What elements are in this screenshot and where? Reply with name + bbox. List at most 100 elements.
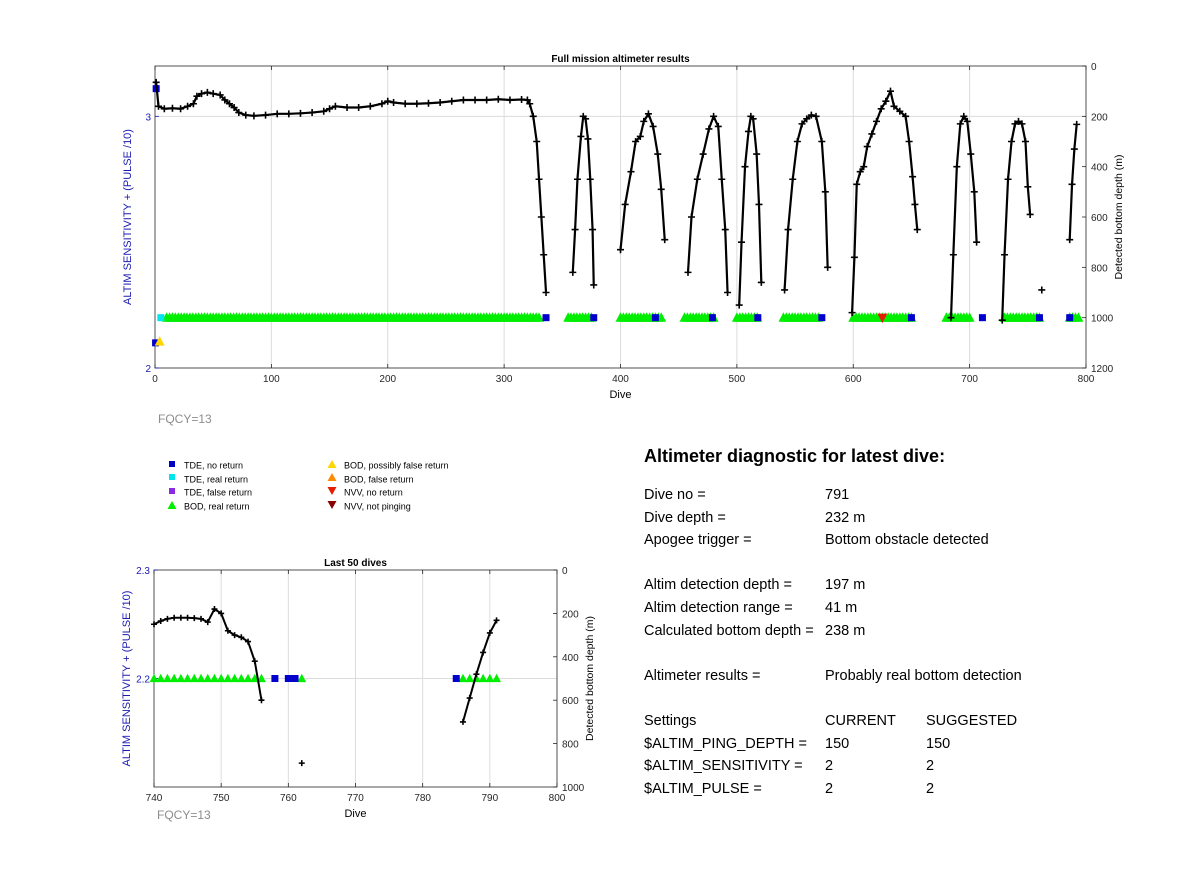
bottom-depth-point <box>177 614 184 621</box>
bottom-depth-point <box>523 96 531 104</box>
bottom-depth-point <box>493 617 500 624</box>
tde-no-return-marker <box>907 314 915 322</box>
legend-item: TDE, false return <box>160 485 252 499</box>
y-right-tick-label: 600 <box>1091 213 1108 224</box>
diagnostic-title: Altimeter diagnostic for latest dive: <box>644 446 946 466</box>
bottom-depth-point <box>526 100 534 108</box>
bottom-depth-point <box>684 268 692 276</box>
legend-swatch-shape <box>327 500 337 509</box>
bottom-depth-point <box>1070 145 1078 153</box>
bottom-depth-point <box>807 111 815 119</box>
bottom-depth-point <box>494 95 502 103</box>
bottom-depth-point <box>245 638 252 645</box>
bottom-depth-point <box>632 138 640 145</box>
bod-real-return-marker <box>534 312 544 322</box>
apogee-trigger-row: Apogee trigger = Bottom obstacle detecte… <box>644 529 1064 552</box>
bottom-depth-point <box>718 175 726 183</box>
legend-label: TDE, no return <box>184 460 244 471</box>
bottom-depth-point <box>224 627 231 634</box>
bottom-depth-point <box>258 697 265 704</box>
bottom-depth-point <box>882 97 890 105</box>
bottom-depth-point <box>749 115 757 123</box>
last-50-dives-chart: 740 750 760 770 780 790 800 2.2 2.3 0 200 400 600 800… <box>121 558 596 820</box>
bottom-depth-point <box>617 246 624 254</box>
bod-real-return-marker <box>458 673 468 683</box>
bottom-depth-point <box>262 111 270 119</box>
bottom-depth-point <box>868 130 876 138</box>
bottom-depth-point <box>191 615 198 622</box>
x-tick-label: 400 <box>612 374 629 385</box>
setting-name: $ALTIM_SENSITIVITY = <box>644 758 803 775</box>
square-marker-icon <box>160 459 184 473</box>
bottom-depth-point <box>193 92 201 100</box>
legend-swatch <box>167 500 177 509</box>
bottom-depth-point <box>221 96 229 104</box>
bottom-depth-point <box>198 90 206 98</box>
bottom-depth-point <box>1024 183 1032 191</box>
bottom-depth-point <box>1026 210 1034 218</box>
bottom-depth-point <box>154 102 162 110</box>
bottom-depth-line <box>686 115 729 293</box>
bottom-depth-point <box>573 175 581 183</box>
bod-real-return-marker <box>216 673 226 683</box>
altim-detection-depth-value: 197 m <box>825 577 866 594</box>
bottom-depth-point <box>873 117 881 125</box>
dive-depth-value: 232 m <box>825 509 866 526</box>
bottom-depth-point <box>853 180 861 188</box>
legend-swatch <box>169 488 175 495</box>
tde-no-return-marker <box>271 675 279 682</box>
bottom-depth-point <box>459 718 466 725</box>
bottom-depth-point <box>216 91 224 99</box>
bottom-depth-point <box>211 606 218 613</box>
bottom-depth-line <box>619 112 666 250</box>
bottom-depth-point <box>164 615 171 622</box>
x-tick-label: 770 <box>347 793 364 804</box>
bottom-depth-point <box>355 104 363 112</box>
legend-swatch-shape <box>327 473 337 482</box>
bottom-depth-point <box>913 226 921 234</box>
calculated-bottom-depth-row: Calculated bottom depth = 238 m <box>644 620 1064 643</box>
bottom-depth-point <box>649 122 657 130</box>
square-marker-icon <box>160 472 184 486</box>
bottom-depth-point <box>177 105 185 113</box>
setting-row-ping-depth: $ALTIM_PING_DEPTH = 150 150 <box>644 733 1064 756</box>
bottom-depth-point <box>905 138 913 145</box>
legend-label: NVV, no return <box>344 488 403 499</box>
calculated-bottom-depth-value: 238 m <box>825 622 866 639</box>
bottom-depth-point <box>654 150 662 158</box>
bod-real-return-marker <box>485 673 495 683</box>
bottom-depth-point <box>755 200 763 208</box>
bottom-depth-point <box>582 115 590 123</box>
bottom-depth-point <box>793 138 801 145</box>
y-right-axis-label: Detected bottom depth (m) <box>1113 155 1125 280</box>
bottom-depth-point <box>621 200 629 208</box>
bottom-depth-point <box>285 110 293 118</box>
bottom-depth-point <box>542 289 550 296</box>
bottom-depth-point <box>160 105 168 113</box>
bottom-depth-point <box>856 168 864 176</box>
bottom-depth-point <box>911 200 919 208</box>
bottom-depth-point <box>209 90 217 98</box>
bottom-depth-point <box>640 117 648 125</box>
bod-real-return-marker <box>250 673 260 683</box>
bottom-depth-point <box>486 629 493 636</box>
bottom-depth-point <box>533 138 541 145</box>
bod-real-return-marker <box>964 312 975 322</box>
legend-item: TDE, real return <box>160 472 248 486</box>
bottom-depth-point <box>590 281 598 289</box>
bod-real-return-marker <box>183 673 192 683</box>
bottom-depth-point <box>184 614 191 621</box>
bottom-depth-point <box>483 96 491 104</box>
bottom-depth-line <box>462 619 498 723</box>
bottom-depth-point <box>168 104 176 112</box>
bottom-depth-point <box>238 634 245 641</box>
x-axis-label: Dive <box>344 808 366 820</box>
bottom-depth-point <box>506 96 514 104</box>
tde-no-return-marker <box>708 314 716 322</box>
tde-no-return-marker <box>152 339 160 347</box>
bottom-depth-line <box>738 115 763 306</box>
bottom-depth-point <box>298 760 305 767</box>
bottom-depth-point <box>902 112 910 120</box>
y-right-tick-label: 1000 <box>1091 314 1114 325</box>
bottom-depth-point <box>198 615 205 622</box>
